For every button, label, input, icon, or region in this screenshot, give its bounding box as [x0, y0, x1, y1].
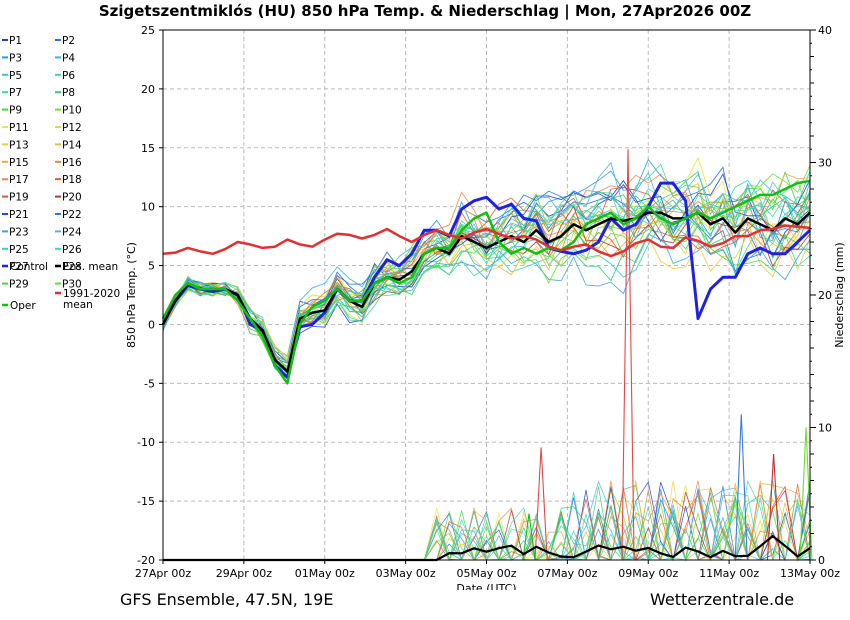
x-axis-label: Date (UTC): [456, 582, 516, 590]
legend-label-p16: P16: [62, 157, 82, 169]
legend-label-p14: P14: [62, 139, 82, 151]
member-line-p1: [162, 179, 811, 364]
precip-peak: [522, 513, 536, 561]
legend-label-p20: P20: [62, 192, 82, 204]
legend-label-p28: P28: [62, 261, 82, 273]
chart-title: Szigetszentmiklós (HU) 850 hPa Temp. & N…: [98, 2, 752, 20]
legend-label-p10: P10: [62, 105, 82, 117]
legend-label-p21: P21: [9, 209, 29, 221]
legend-label-p17: P17: [9, 174, 29, 186]
y-tick-label: -20: [137, 554, 155, 567]
y-tick-label: 20: [141, 83, 155, 96]
y2-tick-label: 10: [818, 422, 832, 435]
x-tick-label: 09May 00z: [618, 567, 678, 580]
legend-label-p8: P8: [62, 87, 75, 99]
x-tick-label: 01May 00z: [295, 567, 355, 580]
axes: 25 20 15 10 5 0 -5 -10 -15 -20 40 30 20 10 0 27Apr 00z 2…: [125, 24, 846, 590]
legend-label-1991-2020-mean: 1991-2020 mean: [63, 288, 120, 311]
y2-tick-label: 20: [818, 289, 832, 302]
legend-label-p3: P3: [9, 52, 22, 64]
y-tick-label: 5: [148, 260, 155, 273]
member-line-p14: [162, 182, 811, 361]
legend-label-p18: P18: [62, 174, 82, 186]
legend-label-p25: P25: [9, 244, 29, 256]
y-axis-label: 850 hPa Temp. (°C): [125, 242, 138, 348]
x-tick-label: 13May 00z: [780, 567, 840, 580]
precip-peak: [734, 414, 748, 561]
legend-label-control: Control: [10, 261, 48, 273]
y2-tick-label: 40: [818, 24, 832, 37]
x-tick-label: 27Apr 00z: [135, 567, 192, 580]
legend: P1 P2 P3 P4 P5 P6 P7 P8 P9 P10 P11 P12 P13 P14 P15 P16 P…: [2, 35, 120, 312]
legend-label-p24: P24: [62, 226, 82, 238]
x-tick-label: 11May 00z: [699, 567, 759, 580]
footer-site-label: Wetterzentrale.de: [650, 590, 795, 609]
legend-label-p22: P22: [62, 209, 82, 221]
legend-label-p9: P9: [9, 105, 22, 117]
legend-label-ens-mean: Ens. mean: [63, 261, 118, 273]
precip-peak: [766, 453, 781, 561]
main-series-lines: [161, 179, 812, 385]
x-tick-label: 29Apr 00z: [216, 567, 273, 580]
legend-label-p4: P4: [62, 52, 75, 64]
member-line-p28: [162, 170, 811, 363]
grid: [162, 29, 811, 561]
legend-label-p23: P23: [9, 226, 29, 238]
member-line-p12: [162, 196, 811, 359]
legend-label-p13: P13: [9, 139, 29, 151]
series-line-1991-2020-mean: [162, 224, 811, 258]
legend-label-p27: P27: [9, 261, 29, 273]
legend-label-p2: P2: [62, 35, 75, 47]
legend-label-p5: P5: [9, 70, 22, 82]
precipitation-lines: [163, 149, 813, 562]
series-line-oper: [161, 179, 811, 385]
chart: 25 20 15 10 5 0 -5 -10 -15 -20 40 30 20 10 0 27Apr 00z 2…: [2, 24, 846, 590]
precip-peak: [534, 447, 548, 561]
legend-label-p19: P19: [9, 192, 29, 204]
legend-label-p7: P7: [9, 87, 22, 99]
legend-label-p12: P12: [62, 122, 82, 134]
legend-label-p6: P6: [62, 70, 75, 82]
x-tick-label: 03May 00z: [376, 567, 436, 580]
y-tick-label: 0: [148, 318, 155, 331]
footer-model-label: GFS Ensemble, 47.5N, 19E: [120, 590, 334, 609]
legend-label-oper: Oper: [10, 300, 36, 312]
y-tick-label: 10: [141, 201, 155, 214]
y-tick-label: 25: [141, 24, 155, 37]
legend-label-p11: P11: [9, 122, 29, 134]
legend-label-p15: P15: [9, 157, 29, 169]
legend-label-p26: P26: [62, 244, 82, 256]
y-tick-label: -15: [137, 495, 155, 508]
y2-axis-label: Niederschlag (mm): [833, 242, 846, 347]
series-line-ens-mean: [161, 211, 811, 373]
y-tick-label: 15: [141, 142, 155, 155]
y-tick-label: -10: [137, 436, 155, 449]
x-tick-label: 07May 00z: [537, 567, 597, 580]
legend-label-p1: P1: [9, 35, 22, 47]
member-line-p4: [162, 200, 811, 357]
y2-tick-label: 30: [818, 157, 832, 170]
x-tick-label: 05May 00z: [456, 567, 516, 580]
legend-label-p29: P29: [9, 279, 29, 291]
legend-label-p30: P30: [62, 279, 82, 291]
precip-peak: [621, 149, 635, 561]
y-tick-label: -5: [144, 377, 155, 390]
y2-tick-label: 0: [818, 554, 825, 567]
